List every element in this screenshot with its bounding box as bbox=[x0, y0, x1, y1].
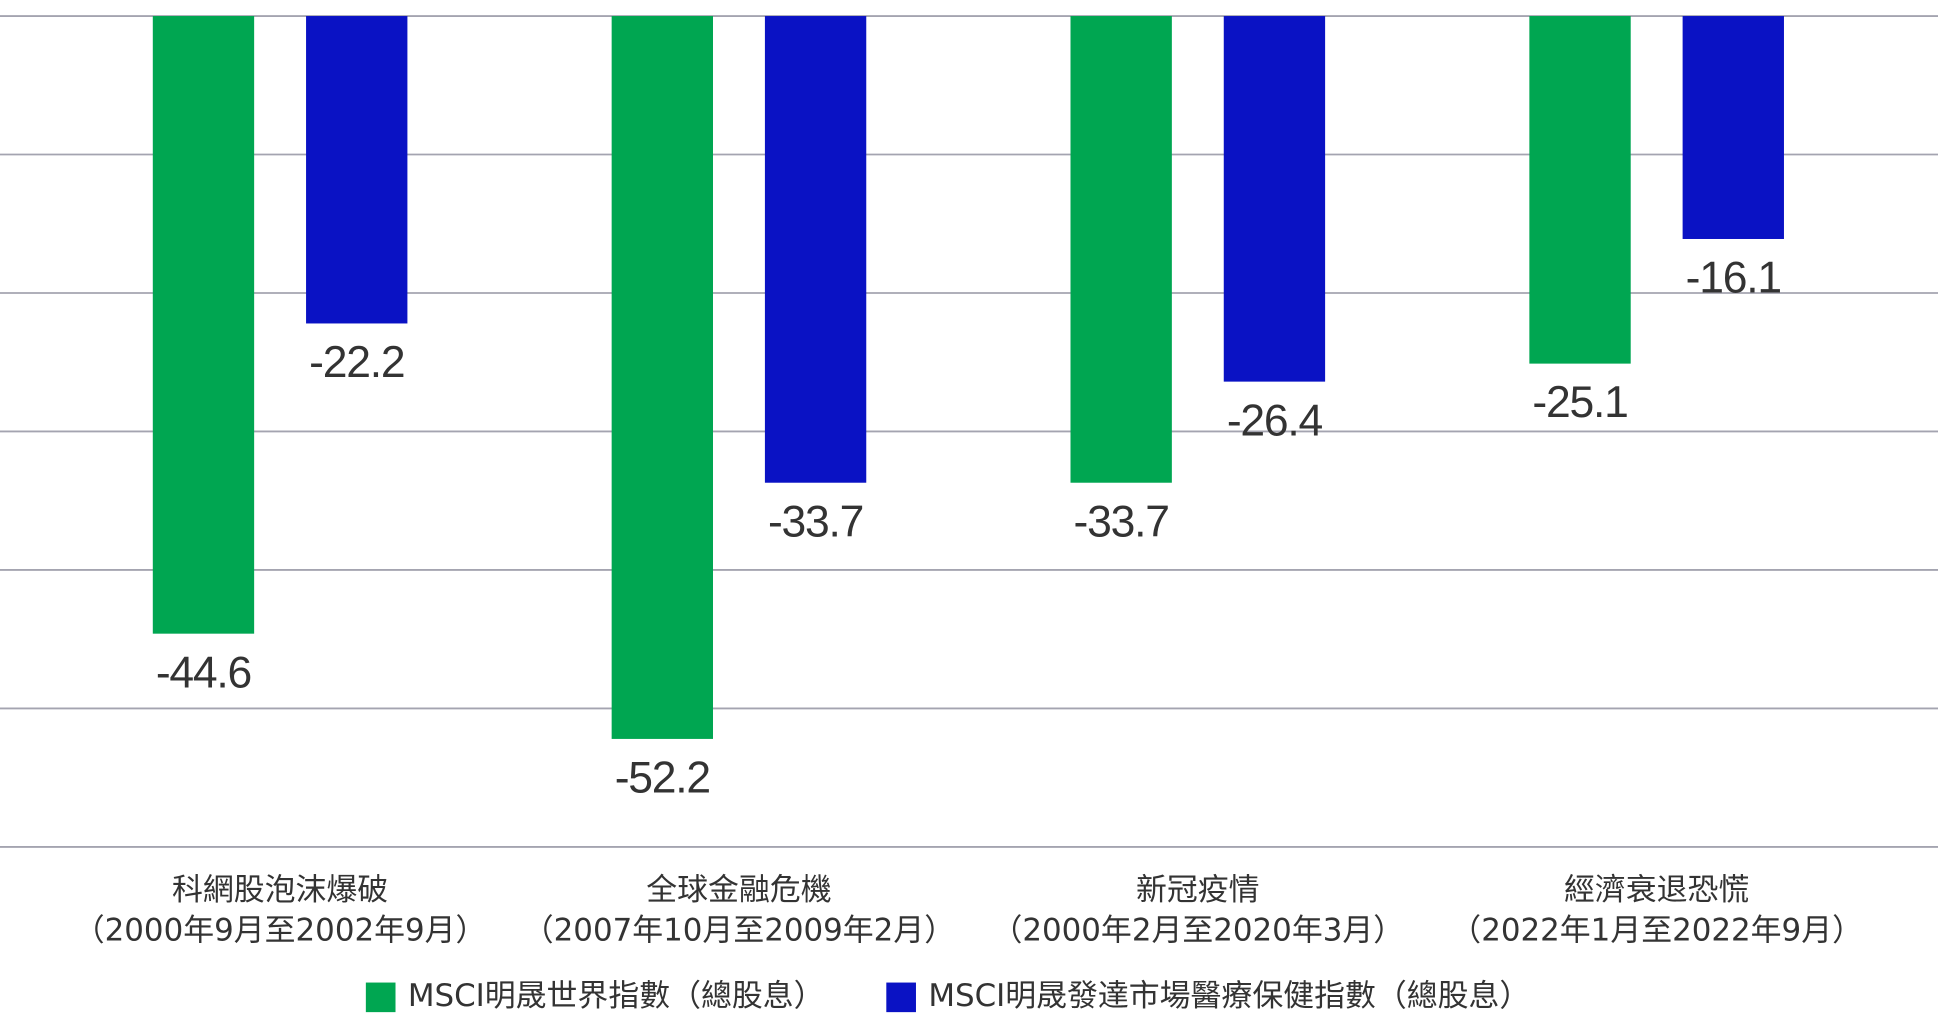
value-label: -25.1 bbox=[1532, 378, 1627, 427]
legend-label: MSCI明晟世界指數（總股息） bbox=[408, 978, 825, 1014]
x-tick-sublabel: （2022年1月至2022年9月） bbox=[1450, 913, 1863, 949]
bar bbox=[1529, 16, 1631, 364]
value-label: -44.6 bbox=[156, 648, 251, 697]
legend-swatch bbox=[886, 982, 916, 1013]
bar bbox=[152, 16, 255, 634]
bar bbox=[611, 16, 713, 739]
bar bbox=[764, 16, 867, 483]
value-label: -33.7 bbox=[768, 497, 863, 546]
bar bbox=[1682, 16, 1784, 239]
legend-swatch bbox=[365, 982, 396, 1013]
value-label: -16.1 bbox=[1686, 254, 1781, 303]
value-label: -26.4 bbox=[1227, 396, 1323, 445]
bar bbox=[1223, 16, 1326, 382]
bar bbox=[306, 16, 408, 324]
x-tick-label: 新冠疫情 bbox=[1136, 872, 1260, 908]
x-tick-sublabel: （2000年9月至2002年9月） bbox=[74, 913, 487, 949]
value-label: -33.7 bbox=[1074, 497, 1169, 546]
value-label: -22.2 bbox=[309, 338, 404, 387]
bar bbox=[1070, 16, 1172, 483]
x-tick-label: 全球金融危機 bbox=[646, 872, 831, 908]
x-tick-sublabel: （2000年2月至2020年3月） bbox=[991, 913, 1404, 949]
legend-label: MSCI明晟發達市場醫療保健指數（總股息） bbox=[928, 978, 1530, 1014]
x-tick-label: 科網股泡沫爆破 bbox=[172, 872, 388, 908]
x-tick-sublabel: （2007年10月至2009年2月） bbox=[523, 913, 955, 949]
value-label: -52.2 bbox=[615, 754, 710, 803]
x-tick-label: 經濟衰退恐慌 bbox=[1564, 872, 1749, 908]
